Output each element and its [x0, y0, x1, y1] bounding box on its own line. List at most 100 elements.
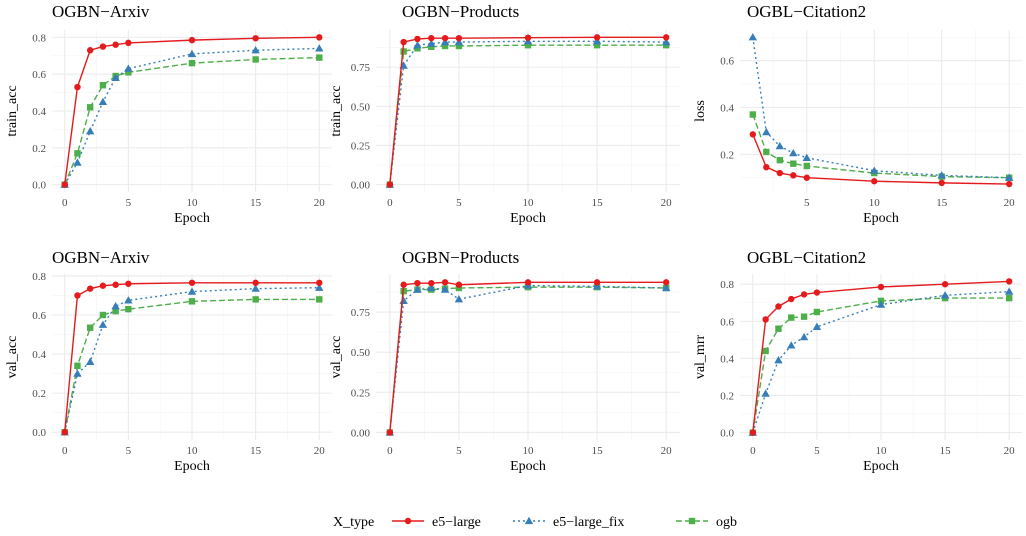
data-point: [85, 127, 95, 135]
x-axis-title: Epoch: [510, 459, 546, 474]
x-tick-label: 10: [187, 197, 199, 209]
x-axis-title: Epoch: [863, 211, 899, 226]
data-point: [661, 283, 671, 292]
x-tick-label: 20: [1004, 197, 1016, 209]
data-point: [315, 283, 324, 291]
data-point: [86, 47, 94, 54]
series-line: [64, 286, 320, 433]
data-point: [252, 279, 259, 286]
y-tick-label: 0.00: [351, 427, 371, 439]
data-point: [125, 39, 132, 47]
data-point: [188, 59, 196, 67]
data-point: [749, 131, 757, 138]
data-point: [800, 313, 808, 320]
data-point: [61, 428, 68, 436]
x-tick-label: 15: [250, 445, 262, 457]
data-point: [188, 298, 196, 305]
data-point: [85, 357, 95, 366]
data-point: [112, 307, 119, 315]
data-point: [871, 178, 878, 185]
x-tick-label: 20: [661, 197, 673, 209]
data-point: [454, 295, 464, 303]
data-point: [776, 169, 784, 177]
legend-item: e5−large_fix: [513, 515, 624, 530]
data-point: [748, 33, 758, 41]
data-point: [386, 181, 394, 188]
y-tick-label: 0.00: [351, 180, 371, 192]
x-tick-label: 10: [523, 197, 535, 209]
data-point: [124, 296, 133, 304]
data-point: [455, 42, 463, 50]
x-tick-label: 20: [314, 197, 326, 209]
series-e5−large: [386, 279, 670, 436]
data-point: [386, 429, 394, 436]
legend: X_type e5−large e5−large_fix ogb: [333, 515, 737, 530]
data-point: [111, 302, 120, 310]
x-tick-label: 10: [876, 445, 888, 457]
data-point: [98, 320, 108, 328]
data-point: [441, 279, 449, 286]
data-point: [440, 37, 450, 46]
x-tick-label: 15: [592, 445, 604, 457]
panel-title: OGBN−Arxiv: [52, 248, 150, 267]
y-tick-label: 0.4: [32, 349, 46, 361]
y-tick-label: 0.4: [720, 353, 734, 365]
data-point: [1004, 287, 1014, 295]
data-point: [813, 289, 821, 296]
data-point: [800, 291, 808, 298]
x-tick-label: 0: [387, 445, 393, 457]
y-tick-label: 0.2: [32, 388, 46, 400]
data-point: [938, 179, 945, 187]
x-tick-label: 5: [814, 445, 820, 457]
panel-1: 0 5 10 15 20 0.0 0.2 0.4 0.6 0.8 OGBN−Arxiv Epoch tr…: [5, 2, 332, 226]
data-point: [441, 34, 449, 42]
data-point: [413, 40, 422, 49]
legend-label: e5−large: [432, 515, 481, 530]
data-point: [762, 347, 769, 355]
y-tick-label: 0.50: [351, 347, 371, 359]
data-point: [941, 281, 949, 288]
series-line: [389, 284, 667, 433]
data-point: [870, 166, 879, 174]
x-axis-title: Epoch: [863, 459, 899, 474]
series-e5−large: [61, 279, 323, 436]
data-point: [400, 281, 407, 288]
x-tick-label: 5: [126, 197, 132, 209]
data-point: [524, 279, 532, 286]
data-point: [592, 282, 602, 290]
y-tick-label: 0.0: [720, 428, 734, 440]
data-point: [99, 43, 107, 50]
data-point: [316, 34, 323, 41]
data-point: [414, 279, 421, 287]
data-point: [454, 37, 464, 46]
data-point: [315, 44, 324, 52]
data-point: [776, 156, 784, 164]
data-point: [99, 282, 107, 289]
x-tick-label: 5: [804, 197, 810, 209]
data-point: [252, 296, 259, 303]
x-tick-label: 20: [1004, 445, 1016, 457]
data-point: [876, 300, 886, 308]
y-tick-label: 0.0: [32, 427, 46, 439]
data-point: [86, 324, 94, 331]
panel-3: 5 10 15 20 0.2 0.4 0.6 OGBL−Citation2 Epoch loss: [693, 2, 1022, 226]
data-point: [252, 35, 259, 42]
data-point: [455, 34, 463, 42]
legend-title: X_type: [333, 515, 374, 530]
y-tick-label: 0.2: [32, 143, 46, 155]
legend-key-marker: [404, 517, 412, 525]
x-tick-label: 15: [250, 197, 262, 209]
data-point: [749, 111, 757, 118]
panel-title: OGBN−Arxiv: [52, 2, 150, 21]
y-tick-label: 0.50: [351, 101, 371, 113]
data-point: [763, 148, 770, 156]
x-tick-label: 0: [750, 445, 756, 457]
panel-2: 0 5 10 15 20 0.00 0.25 0.50 0.75 OGBN−Products Epo…: [329, 2, 680, 226]
x-tick-label: 0: [62, 197, 68, 209]
data-point: [761, 389, 770, 397]
legend-item: ogb: [676, 515, 737, 530]
data-point: [775, 303, 782, 310]
data-point: [112, 41, 119, 48]
data-point: [762, 127, 771, 136]
